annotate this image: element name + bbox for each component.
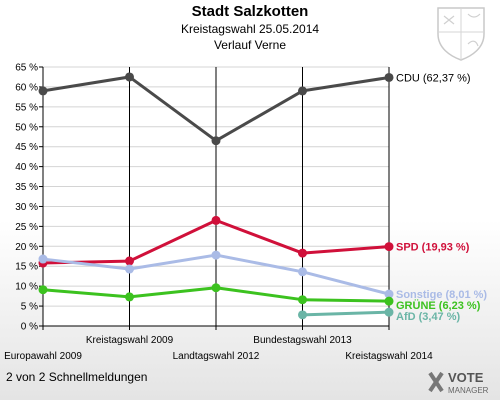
series-end-label: SPD (19,93 %) [396,242,470,254]
y-tick-label: 60 % [15,82,38,93]
data-point [384,307,394,317]
data-point [384,296,394,306]
data-point [125,72,134,82]
data-point [298,86,307,96]
series-cdu [38,72,394,146]
data-point [298,248,307,258]
data-point [125,264,134,274]
x-tick-label: Kreistagswahl 2009 [86,335,174,346]
y-tick-label: 0 % [21,322,38,333]
data-point [38,86,48,96]
data-point [384,72,394,82]
series-end-label: GRÜNE (6,23 %) [396,299,481,312]
chart-subtitle-secondary: Verlauf Verne [213,38,287,52]
data-point [211,136,221,146]
y-tick-label: 15 % [15,262,38,273]
chart-title: Stadt Salzkotten [191,3,309,20]
vote-manager-logo-word1: VOTE [448,370,484,385]
data-point [211,250,221,260]
y-tick-label: 5 % [21,302,38,313]
y-tick-label: 65 % [15,63,38,74]
series-afd [298,307,394,320]
y-tick-label: 10 % [15,282,38,293]
x-tick-label: Landtagswahl 2012 [173,351,260,362]
data-point [211,283,221,293]
y-tick-label: 30 % [15,202,38,213]
series-end-label: CDU (62,37 %) [396,72,471,84]
y-tick-label: 50 % [15,122,38,133]
data-point [211,215,221,225]
y-tick-label: 45 % [15,142,38,153]
data-point [298,295,307,305]
y-tick-label: 40 % [15,162,38,173]
x-tick-label: Bundestagswahl 2013 [253,335,352,346]
series-spd [38,215,394,268]
chart-subtitle: Kreistagswahl 25.05.2014 [180,22,320,36]
data-point [298,310,307,320]
y-tick-label: 25 % [15,222,38,233]
vote-manager-logo-word2: MANAGER [448,386,489,395]
x-tick-label: Europawahl 2009 [4,351,82,362]
series-end-label: AfD (3,47 %) [396,311,461,323]
data-point [125,256,134,266]
data-point [38,254,48,264]
coat-of-arms-icon [437,7,485,61]
x-tick-label: Kreistagswahl 2014 [345,351,433,362]
data-point [384,289,394,299]
y-tick-label: 20 % [15,242,38,253]
footer-status-text: 2 von 2 Schnellmeldungen [6,370,148,384]
series-end-label: Sonstige (8,01 %) [396,289,487,301]
y-tick-label: 35 % [15,182,38,193]
series-grüne [38,283,394,306]
vote-manager-logo: VOTE MANAGER [428,370,489,395]
data-point [384,242,394,252]
data-point [125,292,134,302]
series-sonstige [38,250,394,299]
series-line [302,310,390,317]
data-point [38,285,48,295]
y-tick-label: 55 % [15,102,38,113]
data-point [298,267,307,277]
